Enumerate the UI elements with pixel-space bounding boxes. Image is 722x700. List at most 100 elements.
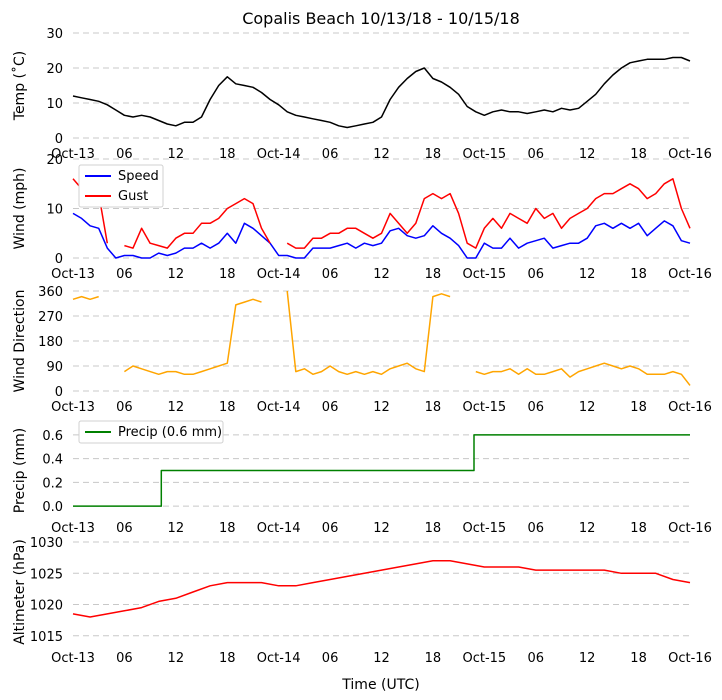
x-tick-label: 06	[527, 651, 544, 666]
x-tick-label: 06	[322, 400, 339, 415]
x-tick-label: 18	[425, 651, 442, 666]
x-tick-label: 06	[116, 521, 133, 536]
x-tick-label: Oct-16	[668, 651, 712, 666]
x-tick-label: 12	[579, 521, 596, 536]
x-tick-label: 06	[116, 651, 133, 666]
precip-panel: 0.0 0.2 0.4 0.6 Oct-13 06 12 18 Oct-14 06 12 18 Oct-…	[12, 420, 712, 536]
x-tick-label: 06	[116, 147, 133, 162]
legend-label: Speed	[118, 169, 159, 184]
x-tick-label: 12	[373, 267, 390, 282]
x-tick-label: 12	[579, 147, 596, 162]
y-tick-label: 10	[46, 97, 63, 112]
x-tick-label: Oct-15	[462, 651, 506, 666]
x-tick-label: 06	[527, 267, 544, 282]
y-tick-label: 30	[46, 27, 63, 42]
x-tick-label: Oct-13	[51, 521, 95, 536]
y-tick-label: 10	[46, 203, 63, 218]
y-tick-label: 0.4	[42, 453, 63, 468]
x-tick-label: 12	[579, 651, 596, 666]
x-tick-label: 06	[527, 147, 544, 162]
x-tick-label: 18	[219, 400, 236, 415]
x-tick-label: 06	[322, 521, 339, 536]
x-tick-label: 18	[425, 400, 442, 415]
series-line-direction	[72, 290, 691, 386]
y-tick-label: 0.6	[42, 429, 63, 444]
y-tick-label: 270	[38, 310, 63, 325]
x-tick-label: 18	[630, 267, 647, 282]
y-tick-label: 90	[46, 360, 63, 375]
x-tick-label: 06	[322, 651, 339, 666]
x-tick-label: 18	[630, 651, 647, 666]
x-tick-label: 18	[630, 400, 647, 415]
x-tick-label: 18	[630, 521, 647, 536]
x-tick-label: Oct-16	[668, 400, 712, 415]
wind-panel: 0 10 20 Oct-13 06 12 18 Oct-14 06 12 18 Oct-15 06 12 1…	[12, 153, 712, 282]
x-tick-label: Oct-14	[257, 651, 301, 666]
x-tick-label: 12	[168, 521, 185, 536]
x-tick-label: 06	[322, 267, 339, 282]
y-tick-label: 0.2	[42, 476, 63, 491]
y-tick-label: 1015	[30, 630, 63, 645]
y-tick-label: 20	[46, 62, 63, 77]
legend-label: Precip (0.6 mm)	[118, 425, 222, 440]
x-tick-label: Oct-15	[462, 521, 506, 536]
x-tick-label: 18	[425, 521, 442, 536]
legend: Speed Gust	[78, 164, 164, 208]
x-tick-label: 12	[373, 651, 390, 666]
x-tick-label: 18	[219, 521, 236, 536]
x-tick-label: Oct-14	[257, 147, 301, 162]
y-tick-label: 1030	[30, 536, 63, 551]
x-tick-label: 06	[116, 400, 133, 415]
x-tick-label: 12	[373, 147, 390, 162]
x-tick-label: Oct-14	[257, 400, 301, 415]
series-line-precip-0-6-mm	[73, 434, 690, 507]
x-tick-label: 12	[168, 400, 185, 415]
y-tick-label: 1020	[30, 599, 63, 614]
y-tick-label: 180	[38, 335, 63, 350]
x-tick-label: 12	[579, 400, 596, 415]
x-tick-label: 06	[116, 267, 133, 282]
y-tick-label: 1025	[30, 567, 63, 582]
series-line-altimeter	[72, 560, 691, 618]
x-tick-label: Oct-15	[462, 400, 506, 415]
figure-title: Copalis Beach 10/13/18 - 10/15/18	[242, 9, 520, 28]
x-tick-label: 18	[630, 147, 647, 162]
x-tick-label: Oct-16	[668, 521, 712, 536]
wind-direction-panel: 0 90 180 270 360 Oct-13 06 12 18 Oct-14 06 12 18 Oct-…	[12, 285, 712, 415]
y-tick-label: 360	[38, 285, 63, 300]
y-tick-label: 0	[55, 132, 63, 147]
x-tick-label: 12	[373, 400, 390, 415]
x-tick-label: Oct-15	[462, 147, 506, 162]
legend-label: Gust	[118, 189, 148, 204]
x-tick-label: 06	[527, 400, 544, 415]
x-tick-label: Oct-13	[51, 147, 95, 162]
altimeter-panel: 1015 1020 1025 1030 Oct-13 06 12 18 Oct-14 06 12 18…	[12, 536, 712, 666]
y-tick-label: 0	[55, 252, 63, 267]
x-tick-label: Oct-16	[668, 267, 712, 282]
x-tick-label: 12	[579, 267, 596, 282]
legend-box	[78, 420, 224, 444]
temp-panel: 0 10 20 30 Oct-13 06 12 18 Oct-14 06 12 18 Oct-15 06 1…	[11, 27, 712, 162]
x-tick-label: Oct-13	[51, 400, 95, 415]
series-line-gust	[72, 178, 691, 249]
x-tick-label: Oct-15	[462, 267, 506, 282]
y-axis-label: Temp (˚C)	[11, 51, 28, 121]
x-tick-label: Oct-13	[51, 267, 95, 282]
x-tick-label: Oct-16	[668, 147, 712, 162]
x-tick-label: Oct-13	[51, 651, 95, 666]
y-tick-label: 20	[46, 153, 63, 168]
y-axis-label: Wind Direction	[12, 290, 28, 393]
x-tick-label: 18	[219, 651, 236, 666]
x-tick-label: 06	[322, 147, 339, 162]
x-tick-label: Oct-14	[257, 267, 301, 282]
y-tick-label: 0.0	[42, 500, 63, 515]
x-tick-label: 12	[168, 267, 185, 282]
x-tick-label: 18	[425, 267, 442, 282]
y-axis-label: Altimeter (hPa)	[12, 539, 28, 645]
x-tick-label: 12	[373, 521, 390, 536]
x-tick-label: Oct-14	[257, 521, 301, 536]
x-tick-label: 18	[219, 267, 236, 282]
series-line-speed	[72, 212, 691, 259]
x-axis-label: Time (UTC)	[341, 677, 419, 693]
